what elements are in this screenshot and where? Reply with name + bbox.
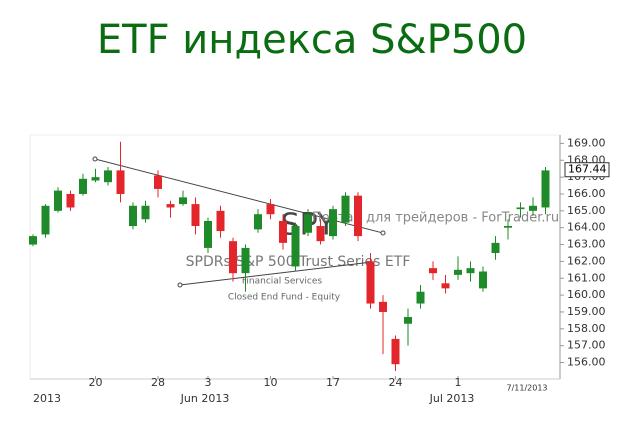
candle-body <box>366 261 375 304</box>
candle-body <box>166 204 175 208</box>
trend-point <box>177 282 183 288</box>
y-tick-label: 169.00 <box>567 136 606 149</box>
candle-body <box>29 236 37 245</box>
candle-body <box>404 317 412 324</box>
candle-body <box>479 271 487 289</box>
candle-body <box>216 210 225 232</box>
candle-body <box>241 247 250 274</box>
chart-title: ETF индекса S&P500 <box>97 17 527 63</box>
candle-body <box>191 204 200 227</box>
watermark-sector: Financial Services <box>242 277 323 287</box>
x-tick-label: 10 <box>264 376 278 389</box>
candle-body <box>516 207 525 210</box>
candle-body <box>391 338 400 365</box>
watermark-category: Closed End Fund - Equity <box>228 293 341 303</box>
trend-point <box>380 230 386 236</box>
candle-body <box>66 193 75 208</box>
candle-body <box>154 175 162 189</box>
candle-body <box>116 170 125 194</box>
candle-body <box>91 177 100 181</box>
month-label: Jun 2013 <box>180 392 230 405</box>
candle-body <box>41 205 50 235</box>
candle-body <box>79 178 87 194</box>
candle-body <box>429 268 437 274</box>
last-price-label: 167.44 <box>568 163 607 176</box>
watermark-site: Портал для трейдеров - ForTrader.ru <box>312 211 559 226</box>
y-tick-label: 161.00 <box>567 271 606 284</box>
last-price-box <box>564 162 610 178</box>
candle-body <box>129 205 137 227</box>
y-tick-label: 163.00 <box>567 238 606 251</box>
trend-point <box>92 156 98 162</box>
x-tick-label: 24 <box>389 376 403 389</box>
candle-body <box>104 170 112 183</box>
candle-body <box>291 226 300 267</box>
candle-body <box>466 268 475 274</box>
candle-body <box>266 204 275 215</box>
y-tick-label: 162.00 <box>567 254 606 267</box>
y-tick-label: 158.00 <box>567 322 606 335</box>
candle-body <box>179 197 187 205</box>
candle-body <box>341 195 350 223</box>
y-tick-label: 165.00 <box>567 204 606 217</box>
candle-body <box>279 220 287 243</box>
candle-body <box>229 241 237 274</box>
candle-body <box>204 220 212 248</box>
candle-body <box>454 269 462 275</box>
candle-body <box>54 190 62 211</box>
candle-body <box>329 209 337 237</box>
y-tick-label: 160.00 <box>567 288 606 301</box>
y-tick-label: 157.00 <box>567 339 606 352</box>
candle-body <box>529 205 537 211</box>
candle-body <box>254 214 262 230</box>
candle-body <box>504 226 512 228</box>
candle-body <box>541 170 550 208</box>
trend-line <box>179 261 373 286</box>
candle-body <box>416 291 425 304</box>
candle-body <box>141 205 150 220</box>
date-label: 7/11/2013 <box>506 384 547 393</box>
month-label: Jul 2013 <box>429 392 475 405</box>
x-tick-label: 17 <box>326 376 340 389</box>
candle-body <box>354 195 362 237</box>
candle-body <box>304 214 312 233</box>
x-tick-label: 28 <box>151 376 165 389</box>
y-tick-label: 156.00 <box>567 356 606 369</box>
x-tick-label: 1 <box>455 376 462 389</box>
candle-body <box>491 242 500 253</box>
y-tick-label: 159.00 <box>567 305 606 318</box>
candle-body <box>316 226 325 242</box>
month-label: 2013 <box>33 392 61 405</box>
y-tick-label: 164.00 <box>567 221 606 234</box>
candle-body <box>379 301 387 312</box>
x-tick-label: 3 <box>205 376 212 389</box>
x-tick-label: 20 <box>89 376 103 389</box>
candle-body <box>441 283 450 289</box>
y-tick-label: 166.00 <box>567 187 606 200</box>
